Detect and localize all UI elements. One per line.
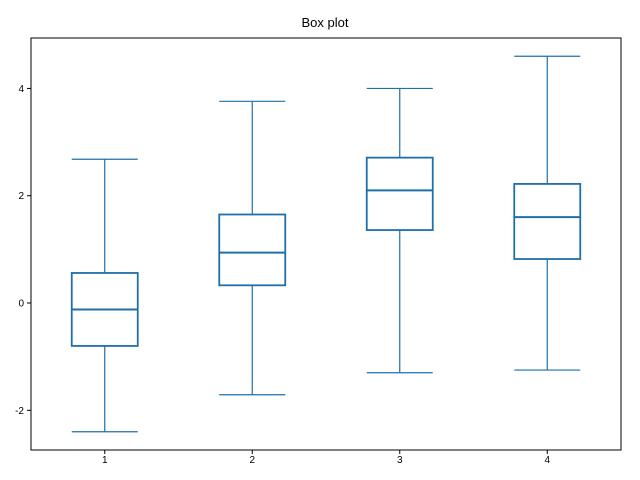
box-4 <box>513 55 582 371</box>
y-tick-label: -2 <box>15 406 24 417</box>
box-3 <box>365 87 434 374</box>
y-tick-label: 4 <box>18 84 24 95</box>
y-axis: -2 0 2 4 <box>15 84 31 417</box>
x-axis: 1 2 3 4 <box>102 450 550 466</box>
y-tick-label: 0 <box>18 299 24 310</box>
interquartile-box <box>365 156 434 231</box>
chart-title: Box plot <box>302 15 349 30</box>
x-tick-label: 1 <box>102 455 108 466</box>
interquartile-box <box>513 183 582 260</box>
plot-area-frame <box>30 37 622 451</box>
interquartile-box <box>218 213 287 287</box>
y-tick-label: 2 <box>18 191 24 202</box>
x-tick-label: 4 <box>544 455 550 466</box>
x-tick-label: 3 <box>397 455 403 466</box>
box-2 <box>218 100 287 396</box>
boxes-group <box>70 55 582 433</box>
box-1 <box>70 158 139 433</box>
x-tick-label: 2 <box>249 455 255 466</box>
